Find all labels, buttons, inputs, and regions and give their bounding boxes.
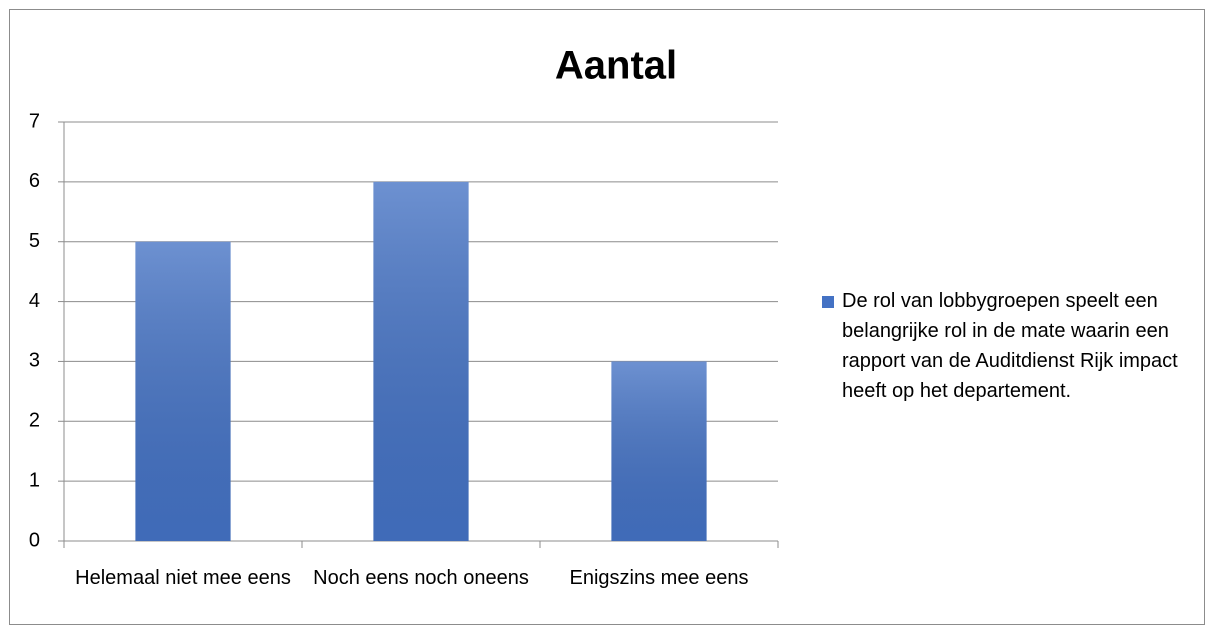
y-tick-label: 2 [29,410,40,432]
y-tick-label: 4 [29,290,40,312]
chart-title: Aantal [555,44,677,88]
bar [373,181,469,541]
bar [611,361,707,541]
bar [135,241,231,541]
x-tick-label-box: Enigszins mee eens [569,567,749,589]
x-tick-label: Enigszins mee eens [569,567,749,589]
legend-swatch [822,296,834,308]
x-tick-label: Helemaal niet mee eens [75,567,291,589]
y-tick-label: 5 [29,230,40,252]
x-tick-label: Noch eens noch oneens [313,567,529,589]
y-tick-label: 6 [29,170,40,192]
y-tick-label: 3 [29,350,40,372]
x-tick-label-box: Noch eens noch oneens [313,567,529,589]
legend-label-box: De rol van lobbygroepen speelt een belan… [842,290,1178,402]
y-tick-label: 0 [29,529,40,551]
x-tick-label-box: Helemaal niet mee eens [75,567,291,589]
y-tick-label: 1 [29,469,40,491]
legend-label: De rol van lobbygroepen speelt een belan… [842,290,1178,402]
y-tick-label: 7 [29,110,40,132]
